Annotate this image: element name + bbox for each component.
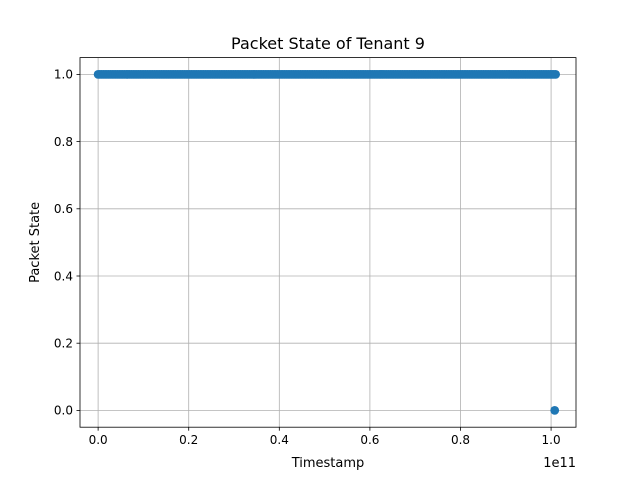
x-tick-label: 0.4 bbox=[270, 433, 289, 447]
y-axis-label: Packet State bbox=[28, 202, 43, 283]
x-tick-label: 0.0 bbox=[89, 433, 108, 447]
grid-layer bbox=[80, 57, 576, 428]
chart-title: Packet State of Tenant 9 bbox=[231, 34, 425, 53]
x-axis-label: Timestamp bbox=[291, 456, 365, 471]
plot-area bbox=[80, 57, 576, 428]
x-axis-ticks: 0.0 0.2 0.4 0.6 0.8 1.0 bbox=[89, 427, 561, 447]
x-tick-label: 1.0 bbox=[542, 433, 561, 447]
x-axis-offset-label: 1e11 bbox=[543, 456, 576, 471]
y-tick-label: 0.0 bbox=[54, 404, 73, 418]
y-tick-label: 0.2 bbox=[54, 337, 73, 351]
y-tick-label: 1.0 bbox=[54, 68, 73, 82]
data-point bbox=[550, 406, 560, 415]
data-point bbox=[551, 70, 561, 79]
x-tick-label: 0.6 bbox=[360, 433, 379, 447]
y-tick-label: 0.4 bbox=[54, 269, 73, 283]
y-tick-label: 0.6 bbox=[54, 202, 73, 216]
x-tick-label: 0.2 bbox=[179, 433, 198, 447]
plot-frame bbox=[79, 57, 577, 428]
y-axis-ticks: 0.0 0.2 0.4 0.6 0.8 1.0 bbox=[54, 68, 80, 418]
x-tick-label: 0.8 bbox=[451, 433, 470, 447]
marks-layer bbox=[93, 70, 561, 415]
y-tick-label: 0.8 bbox=[54, 135, 73, 149]
